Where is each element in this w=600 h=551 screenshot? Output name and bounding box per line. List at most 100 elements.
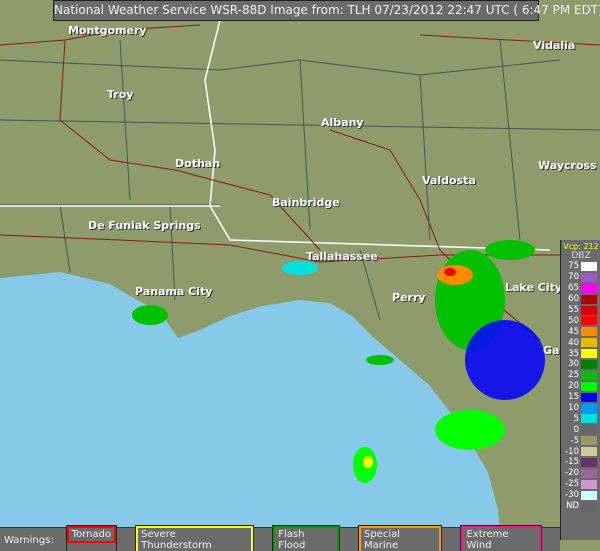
legend-level: 25 [561,370,600,381]
legend-level-label: 55 [568,305,579,315]
legend-level-label: 60 [568,294,579,305]
legend-swatch [581,283,597,293]
warning-flash-flood[interactable]: Flash Flood [272,525,341,551]
legend-swatch [581,436,597,446]
legend-level: -25 [561,479,600,490]
legend-level: -10 [561,446,600,457]
legend-level-label: -25 [565,479,579,490]
city-label: Dothan [175,157,221,170]
radar-echoes [132,240,545,483]
warning-label: Flash Flood [273,526,340,551]
city-label: Lake City [505,281,563,294]
city-label: Tallahassee [306,250,378,263]
city-label: Panama City [135,285,213,298]
legend-level-label: 25 [568,370,579,381]
legend-level-label: 65 [568,283,579,294]
city-label: Perry [392,291,426,304]
legend-swatch [581,447,597,457]
warning-tornado[interactable]: Tornado [65,525,118,551]
legend-level: 75 [561,261,600,272]
legend-level: -20 [561,468,600,479]
county-borders [0,39,600,321]
legend-level-label: 10 [568,403,579,414]
legend-level-label: -5 [570,435,579,446]
legend-swatch [581,370,597,380]
warning-label: Special Marine [359,526,442,551]
warning-label: Tornado [66,526,117,543]
gulf-water [0,272,502,551]
legend-level-label: 5 [573,413,579,424]
city-label: Valdosta [422,174,476,187]
warning-label: Severe Thunderstorm [136,526,254,551]
city-label: Bainbridge [272,196,340,209]
legend-level: 50 [561,315,600,326]
legend-swatch [581,349,597,359]
warning-severe-thunderstorm[interactable]: Severe Thunderstorm [135,525,255,551]
legend-level: -15 [561,457,600,468]
legend-swatch [581,490,597,500]
dbz-legend: Vcp: 212 DBZ 75 70 65 60 55 50 45 40 35 30 25 20 15 1… [560,240,600,540]
legend-swatch [581,403,597,413]
legend-level: ND [561,501,600,512]
legend-level-label: -30 [565,490,579,501]
city-label: Vidalia [533,39,576,52]
legend-swatch [581,338,597,348]
legend-swatch [581,414,597,424]
legend-swatch [581,468,597,478]
header-title: National Weather Service WSR-88D Image f… [53,0,600,21]
legend-level-label: ND [566,501,579,512]
legend-swatch [581,294,597,304]
legend-level-label: 40 [568,337,579,348]
legend-swatch [581,305,597,315]
legend-swatch [581,327,597,337]
legend-swatch [581,272,597,282]
legend-level-label: 75 [568,261,579,272]
vcp-label: Vcp: 212 [563,242,599,251]
legend-level: 15 [561,392,600,403]
legend-level: 0 [561,424,600,435]
legend-level-label: -15 [565,457,579,468]
dbz-unit: DBZ [571,251,591,261]
city-label: Albany [321,116,364,129]
legend-level: 40 [561,337,600,348]
warning-special-marine[interactable]: Special Marine [358,525,443,551]
legend-level-label: 45 [568,326,579,337]
warning-extreme-wind[interactable]: Extreme Wind [460,525,542,551]
city-label: Gai [543,344,564,357]
legend-level: -30 [561,490,600,501]
warning-label: Extreme Wind [461,526,541,551]
legend-level-label: 0 [573,424,579,435]
legend-level: 60 [561,294,600,305]
legend-level: 35 [561,348,600,359]
legend-level-label: 15 [568,392,579,403]
legend-level-label: -20 [565,468,579,479]
legend-level: 55 [561,305,600,316]
legend-level: 10 [561,403,600,414]
legend-swatch [581,501,597,511]
legend-level: 30 [561,359,600,370]
city-label: Montgomery [68,24,147,37]
state-borders [0,19,551,251]
legend-level-label: 35 [568,348,579,359]
legend-swatch [581,479,597,489]
city-label: De Funiak Springs [88,219,201,232]
legend-level: 70 [561,272,600,283]
city-label: Waycross [538,159,597,172]
legend-swatch [581,381,597,391]
warnings-bar: Warnings: Tornado Severe Thunderstorm Flas… [0,525,560,551]
legend-level: 65 [561,283,600,294]
legend-swatch [581,359,597,369]
legend-level-label: 30 [568,359,579,370]
legend-swatch [581,457,597,467]
legend-level: 20 [561,381,600,392]
legend-level-label: 50 [568,315,579,326]
legend-swatch [581,425,597,435]
legend-level-label: 70 [568,272,579,283]
legend-swatch [581,316,597,326]
legend-level-label: -10 [565,446,579,457]
warnings-label: Warnings: [4,534,54,546]
city-label: Troy [107,88,134,101]
legend-swatch [581,261,597,271]
